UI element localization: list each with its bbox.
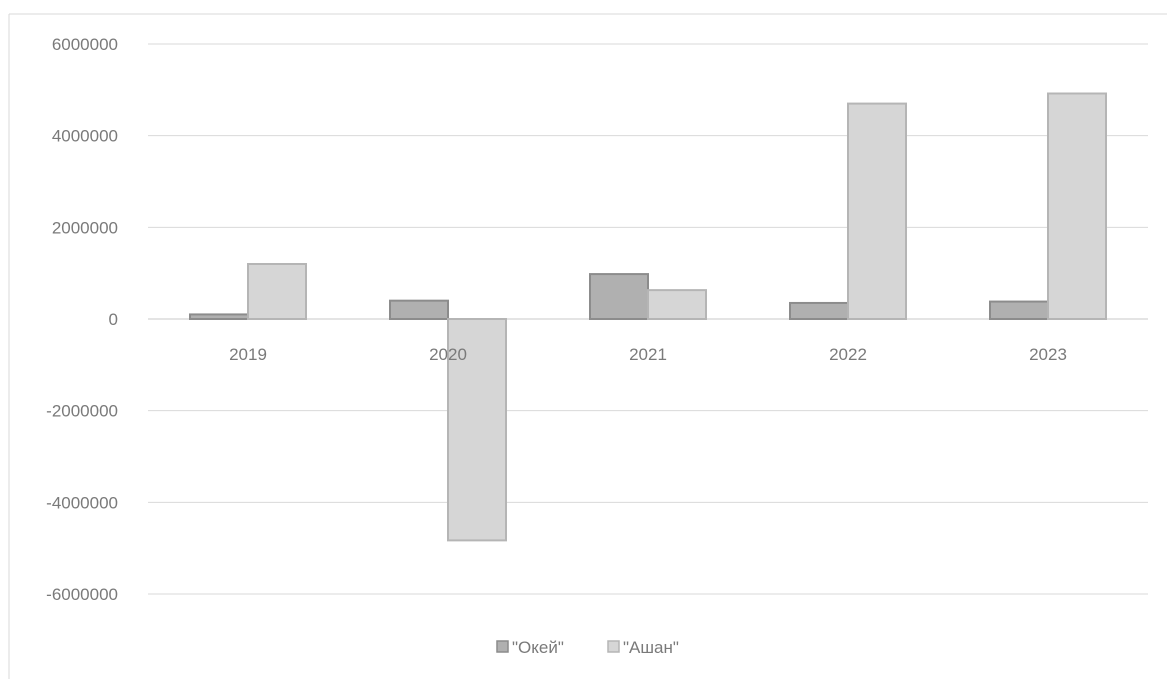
y-tick-label: 2000000: [52, 218, 118, 237]
bar-okey-2022: [789, 301, 849, 321]
x-axis-tick-labels: 2019 2020 2021 2022 2023: [229, 345, 1067, 364]
bar-ashan-2020: [447, 318, 507, 542]
legend-swatch: [496, 640, 509, 653]
x-tick-label: 2021: [629, 345, 667, 364]
y-tick-label: 0: [109, 310, 118, 329]
y-tick-label: 4000000: [52, 127, 118, 146]
y-tick-label: -2000000: [46, 402, 118, 421]
bar-ashan-2023: [1047, 92, 1107, 320]
bar-okey-2019: [189, 313, 249, 320]
legend-swatch: [607, 640, 620, 653]
legend-label: "Ашан": [623, 638, 679, 657]
legend-label: "Окей": [512, 638, 564, 657]
legend: "Окей" "Ашан": [496, 638, 679, 657]
bar-ashan-2022: [847, 102, 907, 321]
bar-ashan-2019: [247, 263, 307, 320]
bar-okey-2023: [989, 300, 1049, 321]
y-tick-label: -6000000: [46, 585, 118, 604]
bar-ashan-2021: [647, 289, 707, 320]
y-tick-label: 6000000: [52, 35, 118, 54]
bar-okey-2020: [389, 299, 449, 320]
y-axis-tick-labels: 6000000 4000000 2000000 0 -2000000 -4000000 -6…: [46, 35, 118, 604]
bars: [189, 92, 1107, 542]
x-tick-label: 2022: [829, 345, 867, 364]
bar-okey-2021: [589, 273, 649, 321]
x-tick-label: 2023: [1029, 345, 1067, 364]
y-tick-label: -4000000: [46, 493, 118, 512]
x-tick-label: 2019: [229, 345, 267, 364]
x-tick-label: 2020: [429, 345, 467, 364]
